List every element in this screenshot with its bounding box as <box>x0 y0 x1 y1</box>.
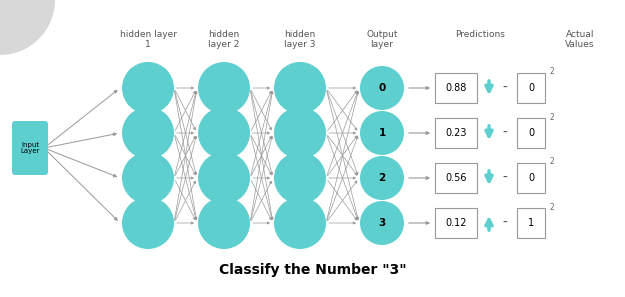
FancyBboxPatch shape <box>435 163 477 193</box>
Text: 2: 2 <box>549 157 554 167</box>
Circle shape <box>122 107 174 159</box>
Text: 1: 1 <box>528 218 534 228</box>
Circle shape <box>360 201 404 245</box>
Text: 0: 0 <box>378 83 386 93</box>
Wedge shape <box>0 0 28 28</box>
Text: -: - <box>503 126 508 140</box>
Circle shape <box>274 107 326 159</box>
Text: Input
Layer: Input Layer <box>20 141 40 154</box>
FancyBboxPatch shape <box>435 208 477 238</box>
Wedge shape <box>0 0 55 55</box>
Circle shape <box>198 107 250 159</box>
FancyBboxPatch shape <box>435 73 477 103</box>
Circle shape <box>122 62 174 114</box>
Text: hidden
layer 2: hidden layer 2 <box>208 30 240 49</box>
FancyBboxPatch shape <box>435 118 477 148</box>
Circle shape <box>274 62 326 114</box>
Text: 0.88: 0.88 <box>445 83 467 93</box>
Circle shape <box>274 197 326 249</box>
FancyBboxPatch shape <box>12 121 48 175</box>
FancyBboxPatch shape <box>517 163 545 193</box>
Text: Predictions: Predictions <box>455 30 505 39</box>
Text: 2: 2 <box>549 203 554 211</box>
Text: -: - <box>503 216 508 230</box>
Circle shape <box>360 66 404 110</box>
Circle shape <box>198 197 250 249</box>
FancyBboxPatch shape <box>517 73 545 103</box>
Text: 0.12: 0.12 <box>445 218 467 228</box>
Circle shape <box>122 197 174 249</box>
Text: 1: 1 <box>378 128 386 138</box>
Circle shape <box>360 111 404 155</box>
Text: 0: 0 <box>528 83 534 93</box>
Text: 3: 3 <box>378 218 386 228</box>
Circle shape <box>198 62 250 114</box>
Text: 0: 0 <box>528 128 534 138</box>
Text: 0.56: 0.56 <box>445 173 467 183</box>
Text: 2: 2 <box>549 113 554 121</box>
Text: -: - <box>503 171 508 185</box>
Circle shape <box>360 156 404 200</box>
Circle shape <box>274 152 326 204</box>
Text: 2: 2 <box>549 67 554 77</box>
Wedge shape <box>0 0 42 42</box>
Text: hidden
layer 3: hidden layer 3 <box>284 30 316 49</box>
Text: 0.23: 0.23 <box>445 128 467 138</box>
Text: Output
layer: Output layer <box>366 30 398 49</box>
Text: -: - <box>503 81 508 95</box>
Circle shape <box>122 152 174 204</box>
FancyBboxPatch shape <box>517 118 545 148</box>
Text: 2: 2 <box>378 173 386 183</box>
Text: Actual
Values: Actual Values <box>565 30 595 49</box>
Circle shape <box>198 152 250 204</box>
Text: hidden layer
1: hidden layer 1 <box>119 30 176 49</box>
Text: 0: 0 <box>528 173 534 183</box>
Text: Classify the Number "3": Classify the Number "3" <box>219 263 406 277</box>
FancyBboxPatch shape <box>517 208 545 238</box>
